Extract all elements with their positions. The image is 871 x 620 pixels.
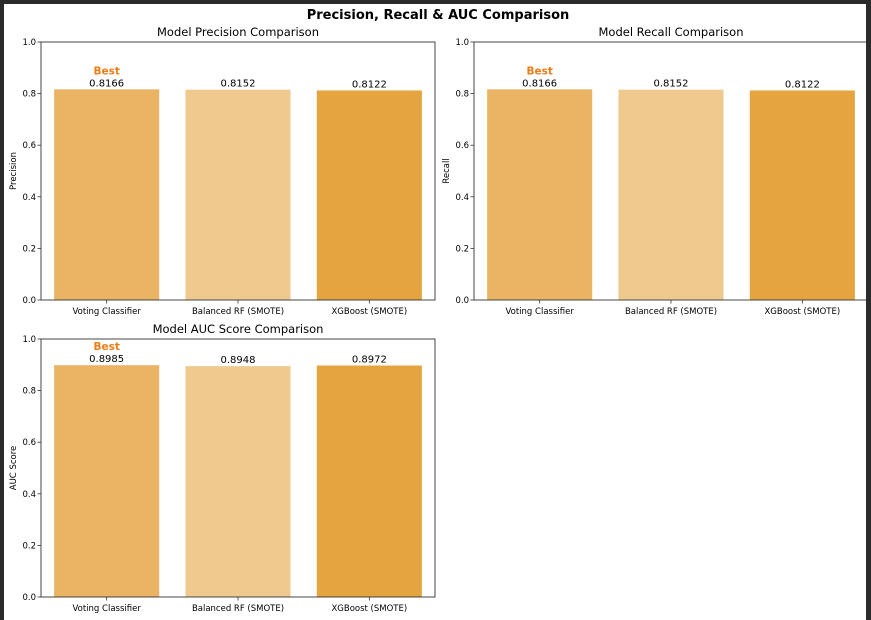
y-tick-label: 0.2 xyxy=(22,541,36,551)
axes-frame xyxy=(473,41,866,301)
bar-2 xyxy=(185,366,291,597)
y-tick-label: 0.8 xyxy=(455,90,469,100)
y-tick-label: 1.0 xyxy=(22,38,36,48)
bar-3 xyxy=(749,90,855,301)
bar-1 xyxy=(54,89,160,300)
y-axis-label: Recall xyxy=(442,158,452,183)
y-tick-label: 0.8 xyxy=(22,387,36,397)
x-tick-label: Voting Classifier xyxy=(505,307,574,317)
figure-canvas: Precision, Recall & AUC Comparison Model… xyxy=(9,8,866,614)
x-tick-label: Balanced RF (SMOTE) xyxy=(192,604,284,614)
x-tick-label: Balanced RF (SMOTE) xyxy=(625,307,717,317)
x-tick-label: XGBoost (SMOTE) xyxy=(331,307,407,317)
axes-frame xyxy=(40,41,436,301)
best-annotation: Best xyxy=(93,65,119,77)
x-tick-label: XGBoost (SMOTE) xyxy=(764,307,840,317)
x-tick-label: Voting Classifier xyxy=(72,307,141,317)
y-tick-label: 0.4 xyxy=(22,193,36,203)
y-tick-label: 0.0 xyxy=(22,296,36,306)
bar-value-label: 0.8152 xyxy=(221,79,256,90)
y-tick-label: 0.8 xyxy=(22,90,36,100)
y-tick-label: 0.2 xyxy=(455,244,469,254)
y-tick-label: 0.4 xyxy=(455,193,469,203)
chart-title: Model Precision Comparison xyxy=(157,25,319,39)
x-tick-label: Balanced RF (SMOTE) xyxy=(192,307,284,317)
bar-3 xyxy=(316,90,422,301)
chart-title: Model AUC Score Comparison xyxy=(153,322,324,336)
bar-value-label: 0.8985 xyxy=(89,354,124,365)
bar-value-label: 0.8122 xyxy=(785,79,820,90)
best-annotation: Best xyxy=(526,65,552,77)
best-annotation: Best xyxy=(93,341,119,353)
bar-3 xyxy=(316,365,422,597)
bar-value-label: 0.8948 xyxy=(221,355,256,366)
chart-3: Model AUC Score Comparison 0.8985 Voting C… xyxy=(9,322,436,614)
y-tick-label: 1.0 xyxy=(455,38,469,48)
y-tick-label: 0.0 xyxy=(22,593,36,603)
chart-1: Model Precision Comparison 0.8166 Voting C… xyxy=(9,25,436,317)
bar-value-label: 0.8152 xyxy=(654,79,689,90)
bar-1 xyxy=(487,89,593,300)
bar-value-label: 0.8122 xyxy=(352,79,387,90)
chart-2: Model Recall Comparison 0.8166 Voting Clas… xyxy=(442,25,866,317)
y-tick-label: 0.2 xyxy=(22,244,36,254)
y-tick-label: 0.4 xyxy=(22,490,36,500)
bar-value-label: 0.8166 xyxy=(89,78,124,89)
figure-suptitle: Precision, Recall & AUC Comparison xyxy=(307,8,570,23)
y-tick-label: 0.6 xyxy=(22,141,36,151)
y-tick-label: 0.0 xyxy=(455,296,469,306)
y-tick-label: 1.0 xyxy=(22,335,36,345)
axes-frame xyxy=(40,338,436,598)
x-tick-label: XGBoost (SMOTE) xyxy=(331,604,407,614)
y-axis-label: AUC Score xyxy=(9,446,19,490)
bar-value-label: 0.8972 xyxy=(352,355,387,366)
chart-title: Model Recall Comparison xyxy=(598,25,743,39)
bar-value-label: 0.8166 xyxy=(522,78,557,89)
figure: Precision, Recall & AUC Comparison Model… xyxy=(4,4,866,620)
window-frame-edge xyxy=(867,0,871,620)
y-axis-label: Precision xyxy=(9,152,19,190)
bar-2 xyxy=(185,89,291,300)
bar-1 xyxy=(54,365,160,597)
bar-2 xyxy=(618,89,724,300)
y-tick-label: 0.6 xyxy=(22,438,36,448)
x-tick-label: Voting Classifier xyxy=(72,604,141,614)
y-tick-label: 0.6 xyxy=(455,141,469,151)
